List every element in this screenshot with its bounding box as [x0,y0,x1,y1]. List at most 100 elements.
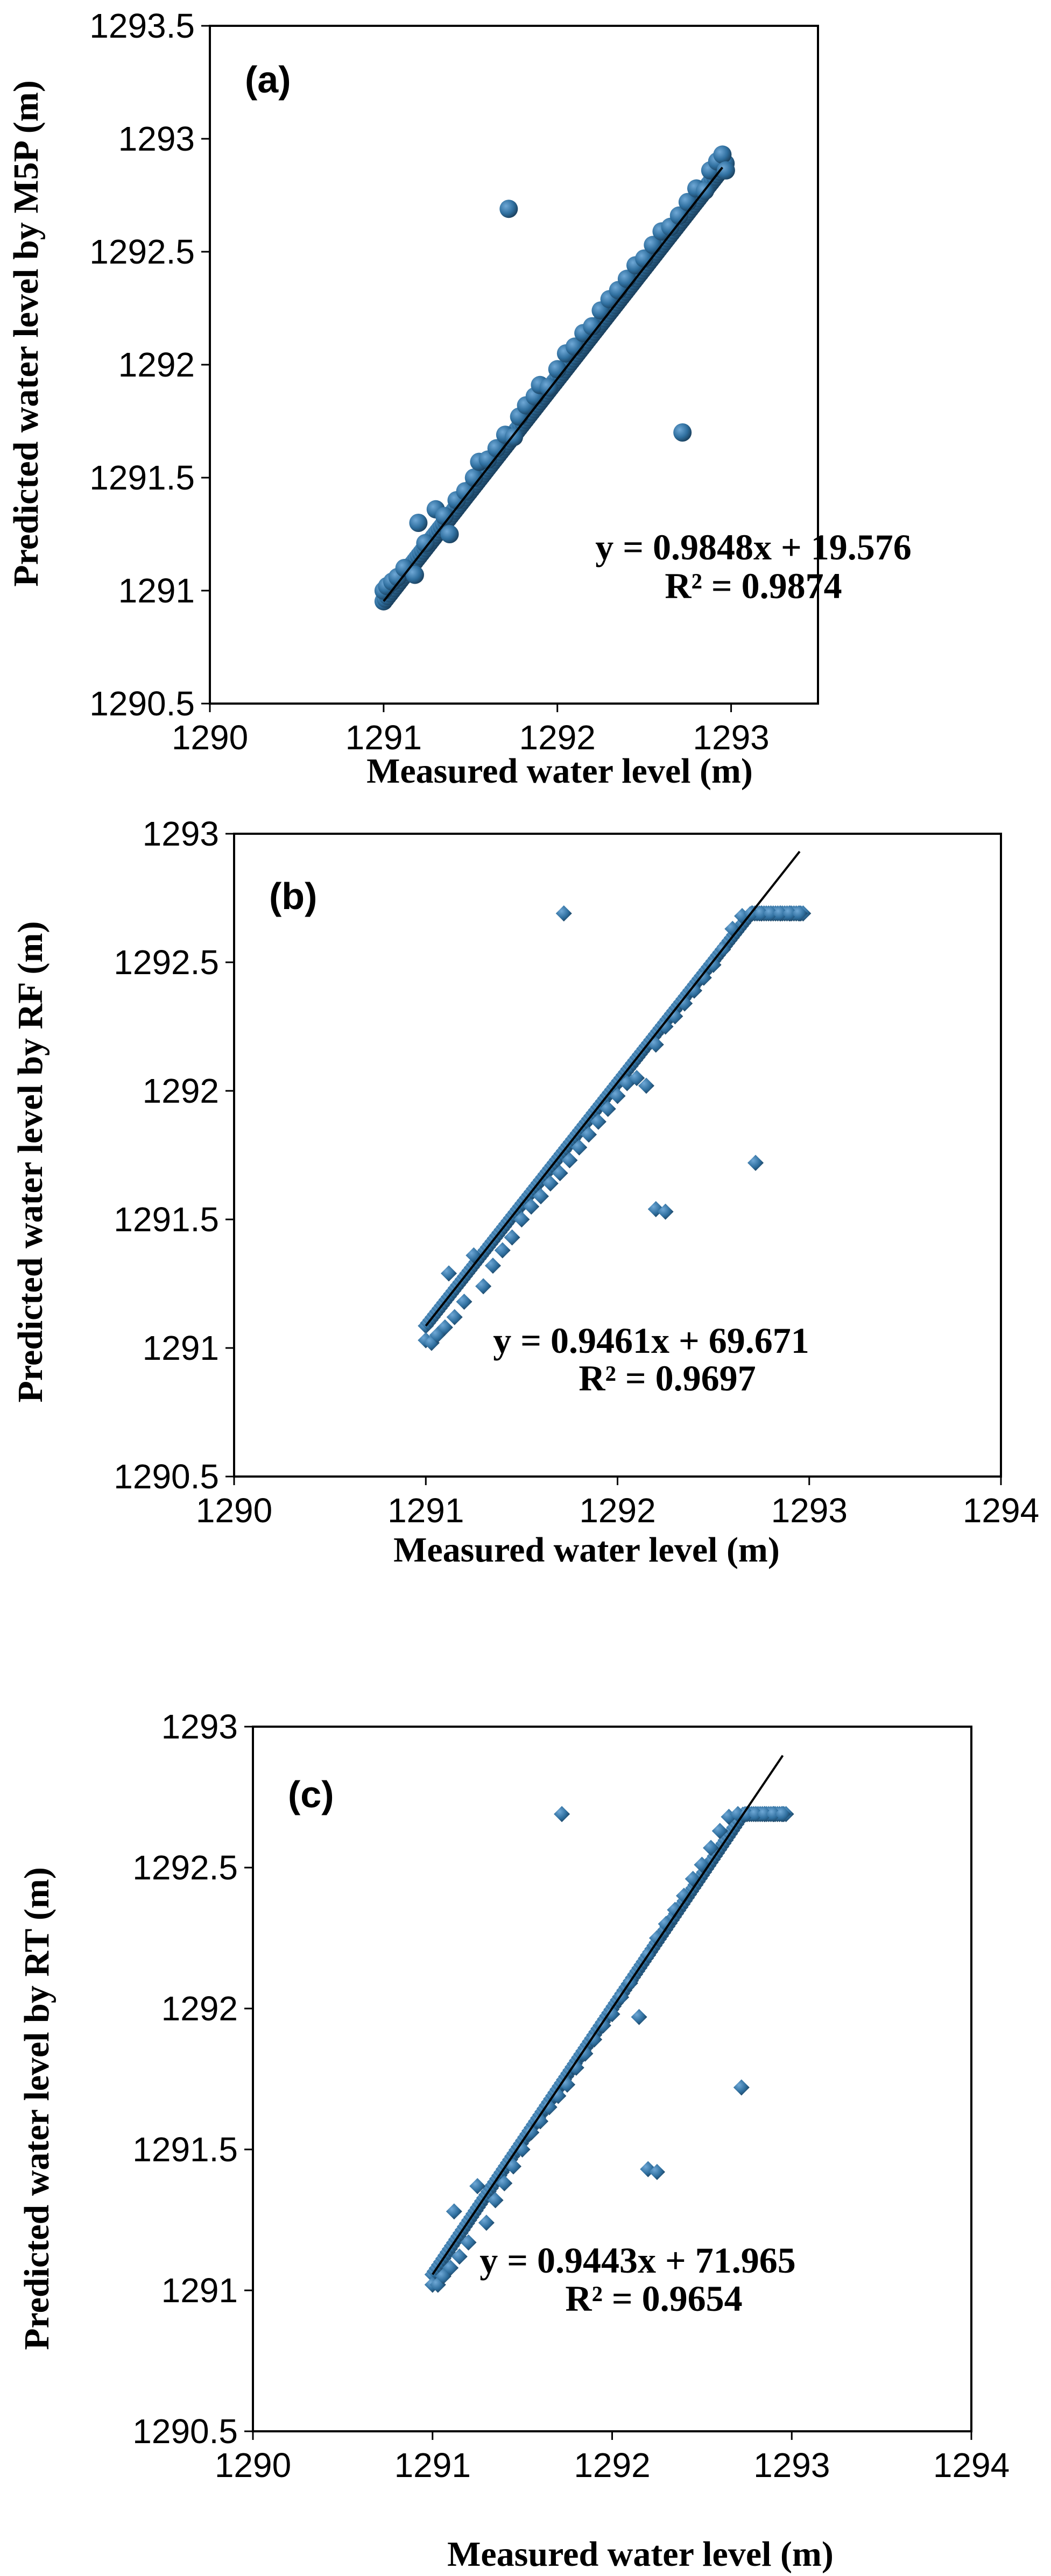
y-tick-label: 1293.5 [89,6,195,45]
chart-panel-b: (b) y = 0.9461x + 69.671 R² = 0.9697 Mea… [11,814,1039,1570]
chart-panel-c: (c) y = 0.9443x + 71.965 R² = 0.9654 Mea… [17,1707,1010,2574]
trendline-equation: y = 0.9443x + 71.965 [479,2240,796,2281]
y-tick-label: 1291 [143,1329,219,1367]
scatter-point [523,2124,540,2141]
scatter-point [747,1154,764,1171]
r-squared-label: R² = 0.9654 [565,2278,742,2319]
x-tick-label: 1291 [387,1491,464,1530]
scatter-point [504,1229,520,1246]
scatter-point [583,317,602,336]
y-axis-title: Predicted water level by RT (m) [17,1867,57,2350]
r-squared-label: R² = 0.9874 [665,565,842,606]
x-tick-label: 1291 [394,2446,471,2485]
scatter-point [765,1806,782,1822]
x-tick-label: 1291 [345,718,422,757]
panel-label: (c) [288,1773,334,1815]
scatter-point [451,2248,468,2265]
y-tick-label: 1290.5 [89,684,195,723]
y-tick-label: 1292 [118,345,195,384]
trendline-equation: y = 0.9848x + 19.576 [595,527,912,567]
y-tick-label: 1292.5 [132,1848,238,1887]
trend-line [425,850,801,1327]
scatter-point [711,1822,728,1839]
x-tick-label: 1293 [771,1491,848,1530]
scatter-point [703,1840,720,1856]
scatter-point [658,1915,674,1932]
scatter-point [673,423,692,442]
scatter-point [629,1070,645,1087]
y-axis-title: Predicted water level by RF (m) [11,921,50,1403]
scatter-point [695,969,712,986]
scatter-point [456,1293,472,1310]
scatter-point [416,534,435,552]
x-axis-title: Measured water level (m) [447,2535,834,2574]
r-squared-label: R² = 0.9697 [579,1358,756,1399]
x-tick-label: 1294 [933,2446,1010,2485]
scatter-point [446,2203,462,2220]
scatter-point [667,1901,683,1918]
scatter-point [763,905,779,922]
scatter-point [532,2113,548,2130]
scatter-point [586,2031,603,2048]
scatter-point [577,2045,594,2062]
trendline-equation: y = 0.9461x + 69.671 [493,1320,809,1361]
x-tick-label: 1290 [215,2446,291,2485]
scatter-point [747,1806,764,1822]
y-tick-label: 1291.5 [89,458,195,497]
scatter-point [599,1101,616,1117]
scatter-point [496,2175,513,2191]
scatter-points [424,1806,794,2293]
scatter-point [484,1258,501,1274]
scatter-point [478,2215,495,2231]
scatter-point [499,200,518,218]
y-tick-label: 1291.5 [132,2130,238,2169]
panel-label: (b) [269,875,317,917]
x-tick-label: 1290 [172,718,248,757]
scatter-point [436,1319,453,1336]
scatter-point [435,507,454,526]
scatter-point [613,1989,630,2006]
scatter-point [435,2268,452,2284]
plot-area-frame [252,1726,972,2432]
x-tick-label: 1293 [693,718,769,757]
scatter-point [791,905,808,922]
chart-panel-a: (a) y = 0.9848x + 19.576 R² = 0.9874 Mea… [6,6,912,791]
scatter-point [782,905,799,922]
x-axis-title: Measured water level (m) [366,751,753,791]
scatter-point [590,1113,606,1130]
scatter-point [772,905,789,922]
scatter-point [733,2079,750,2096]
y-tick-label: 1291 [118,571,195,610]
scatter-point [721,1808,737,1825]
scatter-point [774,1806,791,1822]
y-tick-label: 1291 [161,2271,238,2310]
scatter-point [552,1165,568,1181]
scatter-point [757,1806,773,1822]
scatter-point [464,469,483,487]
scatter-point [730,1806,746,1822]
scatter-point [523,1198,540,1215]
x-tick-label: 1292 [519,718,596,757]
scatter-point [631,2009,647,2025]
y-tick-label: 1293 [118,119,195,158]
x-tick-label: 1292 [579,1491,655,1530]
y-tick-label: 1293 [161,1707,238,1746]
scatter-point [442,2260,459,2276]
scatter-point [494,1242,511,1259]
x-tick-label: 1294 [963,1491,1039,1530]
scatter-point [647,1036,664,1053]
scatter-point [669,206,688,225]
scatter-point [409,514,428,532]
scatter-point [541,2099,558,2116]
scatter-point [554,1806,570,1822]
y-tick-label: 1290.5 [114,1457,219,1496]
panel-label: (a) [245,59,291,101]
scatter-point [469,2178,486,2195]
x-tick-label: 1292 [574,2446,650,2485]
x-tick-label: 1293 [753,2446,830,2485]
scatter-point [446,1309,463,1325]
scatter-point [738,1806,755,1822]
scatter-point [440,525,459,543]
scatter-point [533,1188,549,1204]
